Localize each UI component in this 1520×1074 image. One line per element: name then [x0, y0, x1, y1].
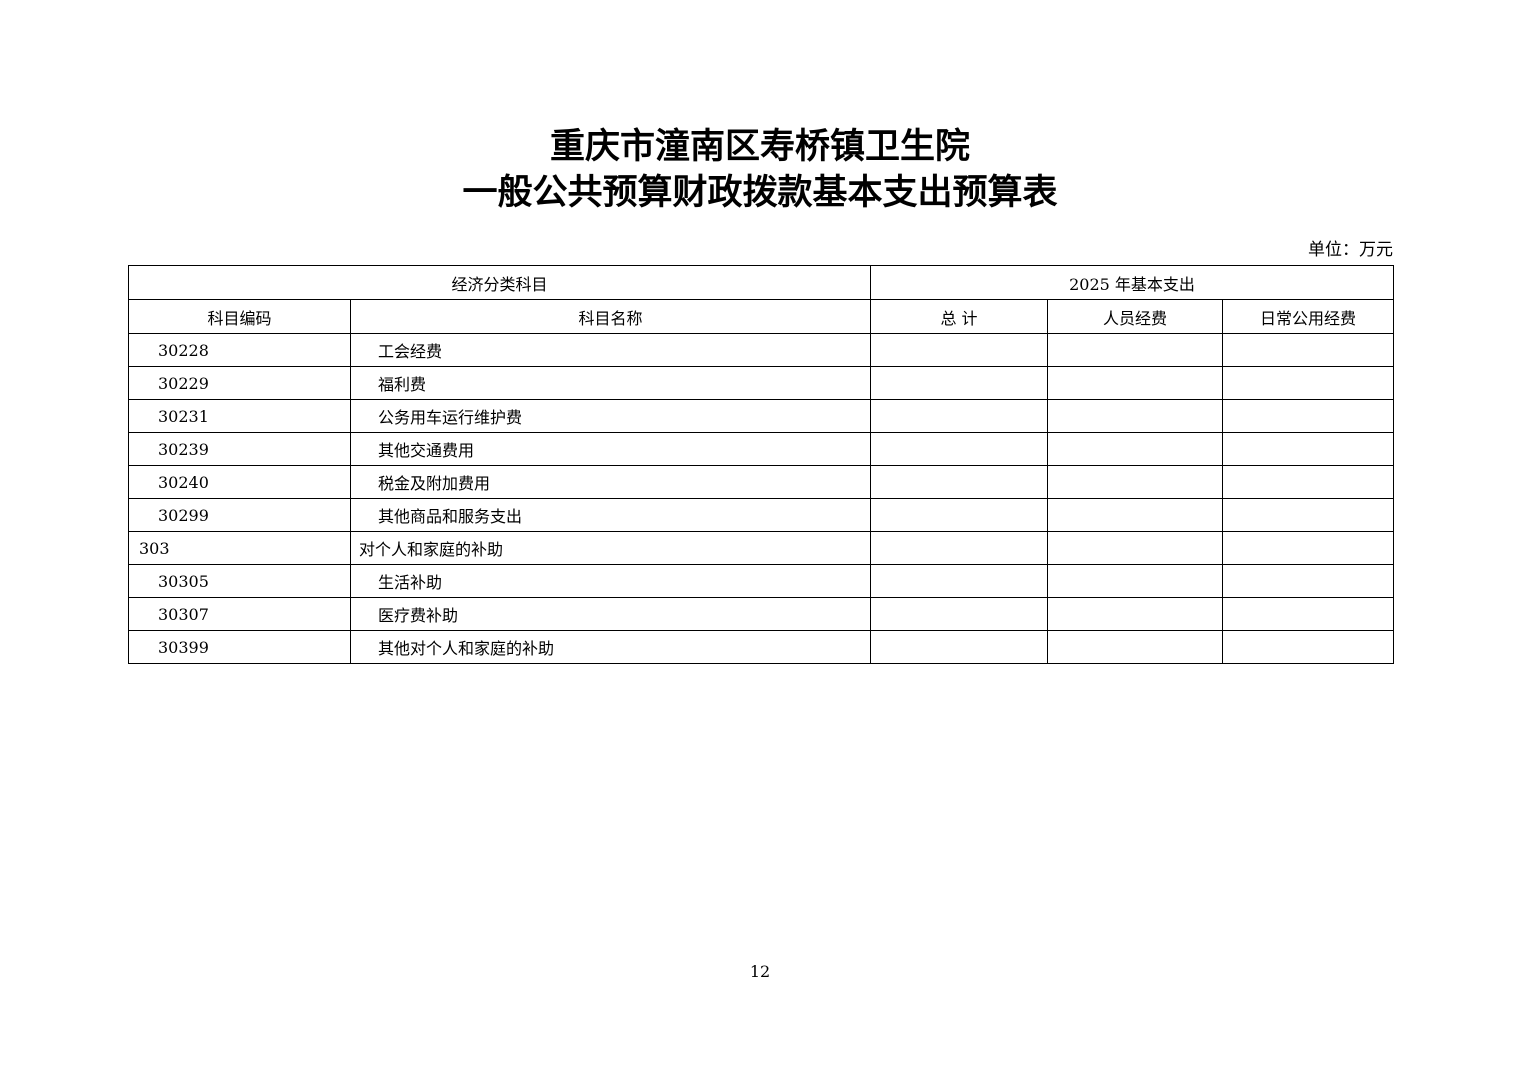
- cell-total: [870, 531, 1049, 565]
- cell-daily-public-funds: [1222, 333, 1395, 367]
- cell-subject-name: 其他交通费用: [349, 432, 872, 466]
- header-personnel-funds: 人员经费: [1047, 299, 1224, 334]
- page-number: 12: [749, 962, 771, 981]
- table-body: 30228 工会经费 30229 福利费 30231 公务用车运行维护费 30239 其他交通…: [128, 333, 1395, 664]
- cell-subject-name: 对个人和家庭的补助: [349, 531, 872, 565]
- table-row: 30305 生活补助: [128, 564, 1395, 598]
- cell-personnel-funds: [1047, 366, 1224, 400]
- title-line-organization: 重庆市潼南区寿桥镇卫生院: [549, 127, 970, 167]
- cell-subject-code: 30307: [128, 597, 351, 631]
- table-row: 303 对个人和家庭的补助: [128, 531, 1395, 565]
- cell-personnel-funds: [1047, 432, 1224, 466]
- cell-subject-code: 30231: [128, 399, 351, 433]
- cell-subject-code: 303: [128, 531, 351, 565]
- table-row: 30231 公务用车运行维护费: [128, 399, 1395, 433]
- cell-subject-name: 其他商品和服务支出: [349, 498, 872, 532]
- header-subject-name: 科目名称: [349, 299, 872, 334]
- table-row: 30240 税金及附加费用: [128, 465, 1395, 499]
- table-row: 30239 其他交通费用: [128, 432, 1395, 466]
- cell-subject-name: 福利费: [349, 366, 872, 400]
- cell-total: [870, 432, 1049, 466]
- cell-daily-public-funds: [1222, 597, 1395, 631]
- cell-subject-code: 30299: [128, 498, 351, 532]
- cell-personnel-funds: [1047, 333, 1224, 367]
- cell-subject-code: 30399: [128, 630, 351, 664]
- cell-daily-public-funds: [1222, 366, 1395, 400]
- cell-subject-code: 30240: [128, 465, 351, 499]
- cell-total: [870, 564, 1049, 598]
- header-economic-classification: 经济分类科目: [127, 265, 872, 300]
- cell-daily-public-funds: [1222, 498, 1395, 532]
- cell-subject-name: 工会经费: [349, 333, 872, 367]
- cell-personnel-funds: [1047, 399, 1224, 433]
- table-head: 经济分类科目 2025 年基本支出 科目编码 科目名称 总 计 人员经费 日常公…: [127, 265, 1395, 334]
- header-total: 总 计: [870, 299, 1049, 334]
- cell-personnel-funds: [1047, 564, 1224, 598]
- document-title: 重庆市潼南区寿桥镇卫生院 一般公共预算财政拨款基本支出预算表: [0, 124, 1520, 216]
- cell-total: [870, 630, 1049, 664]
- cell-daily-public-funds: [1222, 432, 1395, 466]
- cell-daily-public-funds: [1222, 399, 1395, 433]
- cell-subject-code: 30239: [128, 432, 351, 466]
- cell-total: [870, 498, 1049, 532]
- cell-total: [870, 366, 1049, 400]
- cell-personnel-funds: [1047, 597, 1224, 631]
- cell-daily-public-funds: [1222, 465, 1395, 499]
- cell-total: [870, 597, 1049, 631]
- table-row: 30307 医疗费补助: [128, 597, 1395, 631]
- cell-subject-code: 30228: [128, 333, 351, 367]
- cell-daily-public-funds: [1222, 564, 1395, 598]
- cell-subject-name: 税金及附加费用: [349, 465, 872, 499]
- unit-note: 单位：万元: [1308, 240, 1393, 260]
- header-daily-public-funds: 日常公用经费: [1222, 299, 1395, 334]
- table-row: 30229 福利费: [128, 366, 1395, 400]
- table-row: 30228 工会经费: [128, 333, 1395, 367]
- cell-personnel-funds: [1047, 498, 1224, 532]
- table-header-sub-row: 科目编码 科目名称 总 计 人员经费 日常公用经费: [128, 299, 1395, 334]
- cell-subject-code: 30229: [128, 366, 351, 400]
- table-row: 30399 其他对个人和家庭的补助: [128, 630, 1395, 664]
- cell-total: [870, 333, 1049, 367]
- cell-subject-name: 生活补助: [349, 564, 872, 598]
- cell-total: [870, 399, 1049, 433]
- cell-subject-name: 医疗费补助: [349, 597, 872, 631]
- table-header-group-row: 经济分类科目 2025 年基本支出: [127, 265, 1395, 300]
- cell-total: [870, 465, 1049, 499]
- cell-daily-public-funds: [1222, 630, 1395, 664]
- table-row: 30299 其他商品和服务支出: [128, 498, 1395, 532]
- cell-subject-name: 公务用车运行维护费: [349, 399, 872, 433]
- cell-daily-public-funds: [1222, 531, 1395, 565]
- header-year-basic-expenditure: 2025 年基本支出: [870, 265, 1395, 300]
- cell-subject-name: 其他对个人和家庭的补助: [349, 630, 872, 664]
- budget-table: 经济分类科目 2025 年基本支出 科目编码 科目名称 总 计 人员经费 日常公…: [127, 265, 1395, 664]
- cell-personnel-funds: [1047, 465, 1224, 499]
- header-subject-code: 科目编码: [128, 299, 351, 334]
- title-line-report-name: 一般公共预算财政拨款基本支出预算表: [462, 173, 1058, 213]
- cell-personnel-funds: [1047, 630, 1224, 664]
- cell-personnel-funds: [1047, 531, 1224, 565]
- cell-subject-code: 30305: [128, 564, 351, 598]
